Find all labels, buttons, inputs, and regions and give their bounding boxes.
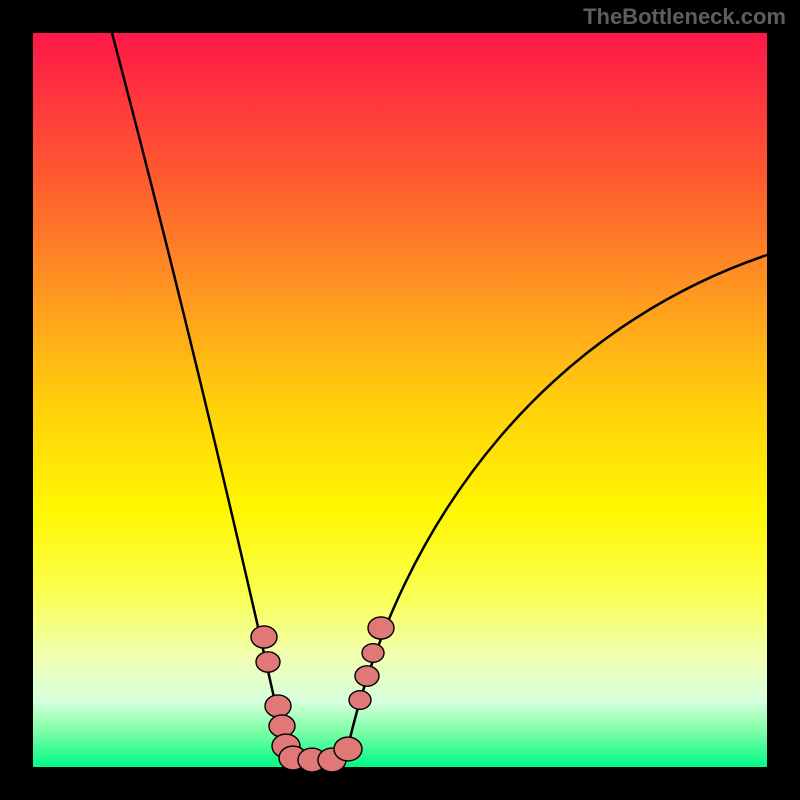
marker-point <box>265 695 291 717</box>
marker-point <box>251 626 277 648</box>
marker-point <box>355 666 379 686</box>
curve-right <box>345 255 767 760</box>
watermark-text: TheBottleneck.com <box>583 4 786 30</box>
marker-point <box>362 644 384 663</box>
marker-point <box>256 652 280 672</box>
marker-point <box>334 737 362 761</box>
chart-container: TheBottleneck.com <box>0 0 800 800</box>
marker-point <box>368 617 394 639</box>
marker-point <box>269 715 295 737</box>
marker-point <box>349 691 371 710</box>
curve-left <box>112 33 288 760</box>
chart-svg <box>0 0 800 800</box>
